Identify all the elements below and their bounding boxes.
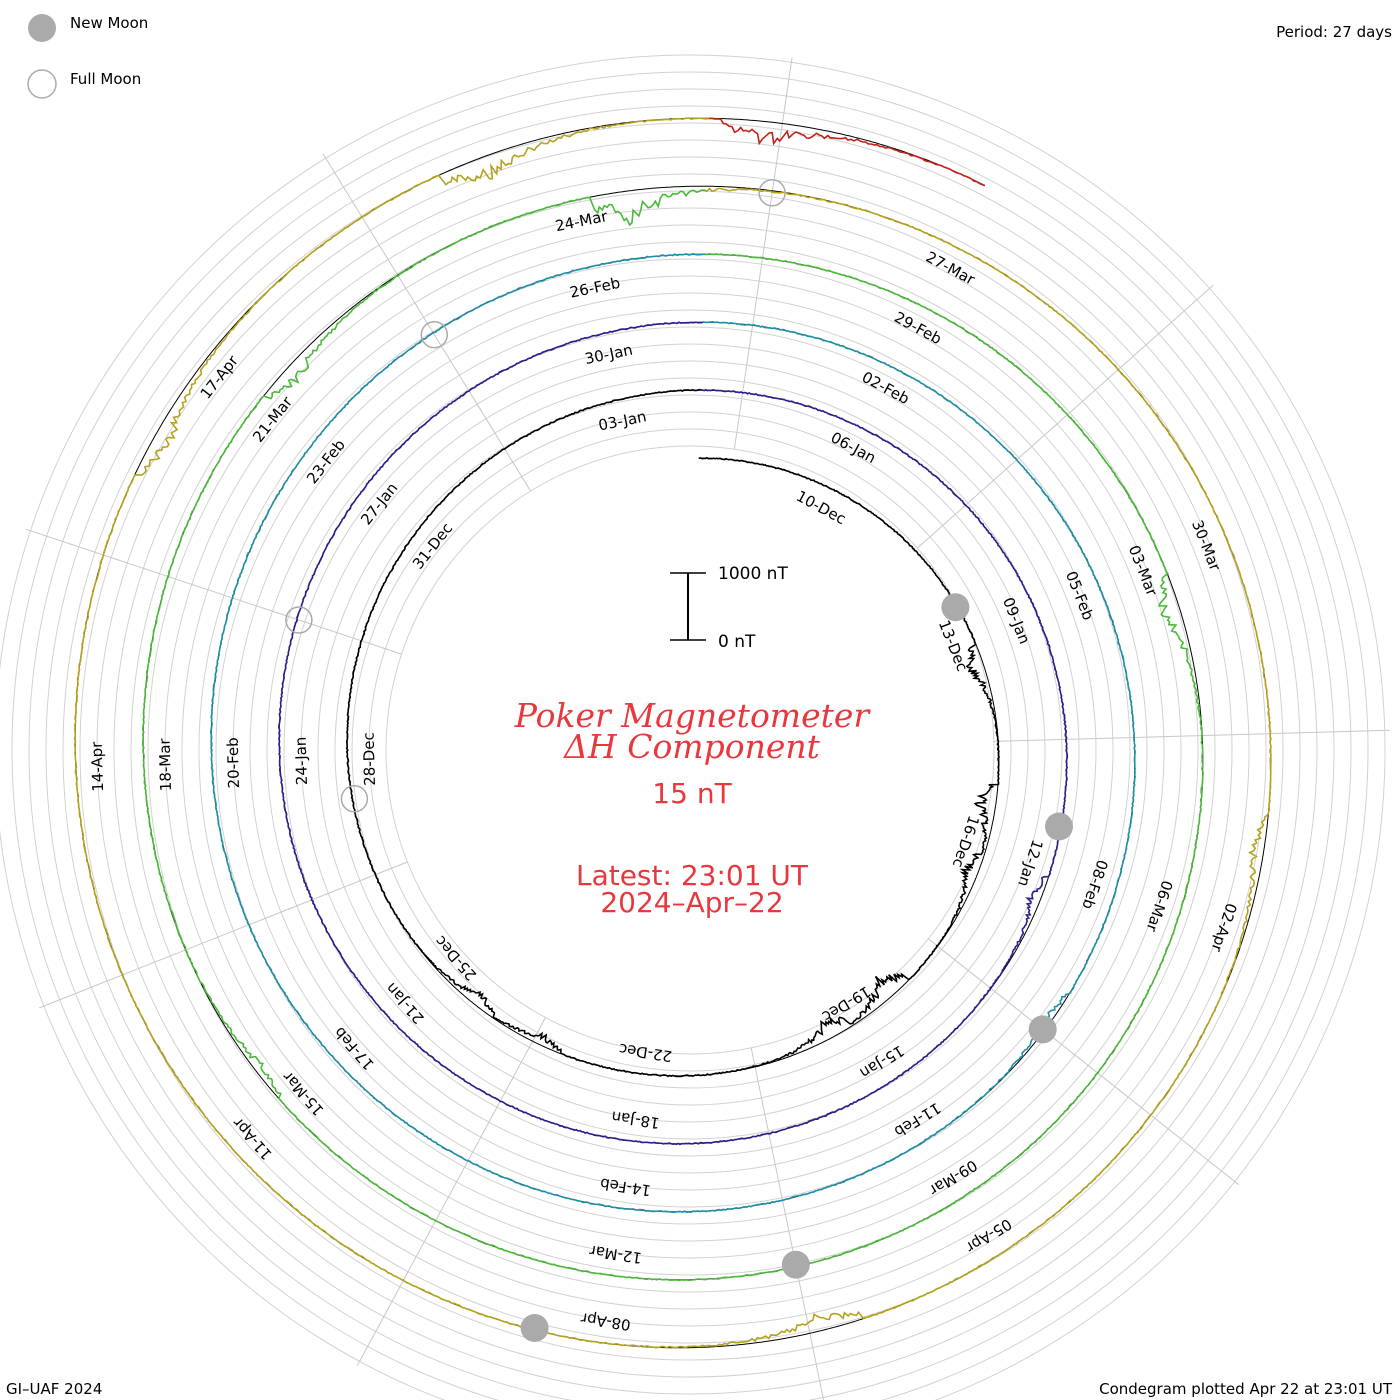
grid-ring bbox=[28, 88, 1352, 1400]
full-moon-legend-icon bbox=[27, 69, 57, 99]
date-label: 14-Feb bbox=[599, 1174, 652, 1199]
date-label: 30-Mar bbox=[1188, 518, 1224, 574]
grid-ring bbox=[181, 241, 1199, 1259]
grid-ring bbox=[266, 326, 1114, 1174]
grid-ring bbox=[215, 275, 1165, 1225]
full-moon-legend-label: Full Moon bbox=[70, 70, 141, 88]
grid-spoke bbox=[25, 528, 402, 655]
grid-ring bbox=[317, 377, 1063, 1123]
grid-ring bbox=[96, 156, 1284, 1344]
grid-spoke bbox=[356, 1017, 546, 1367]
grid-ring bbox=[283, 343, 1097, 1157]
date-label: 12-Mar bbox=[587, 1241, 643, 1267]
grid-ring bbox=[351, 411, 1029, 1089]
polar-grid bbox=[0, 54, 1390, 1400]
date-label: 14-Apr bbox=[88, 741, 107, 792]
grid-ring bbox=[232, 292, 1148, 1208]
grid-ring bbox=[198, 258, 1182, 1242]
date-label: 27-Jan bbox=[357, 479, 401, 528]
new-moon-marker bbox=[941, 593, 970, 622]
grid-ring bbox=[164, 224, 1216, 1276]
date-label: 09-Jan bbox=[999, 595, 1034, 647]
new-moon-marker bbox=[520, 1314, 549, 1342]
date-label: 17-Apr bbox=[197, 351, 243, 402]
grid-spoke bbox=[322, 153, 532, 492]
full-moon-marker bbox=[285, 606, 313, 634]
grid-ring bbox=[334, 394, 1046, 1106]
grid-spoke bbox=[993, 729, 1390, 742]
date-labels: 10-Dec13-Dec16-Dec19-Dec22-Dec25-Dec28-D… bbox=[88, 207, 1241, 1334]
trace-cycle-3 bbox=[141, 189, 1204, 1282]
grid-ring bbox=[368, 428, 1012, 1072]
full-moon-marker bbox=[758, 179, 786, 207]
grid-spoke bbox=[916, 284, 1214, 549]
footer-credit: GI–UAF 2024 bbox=[6, 1380, 102, 1398]
baseline-spiral-cycle-5 bbox=[709, 117, 986, 186]
date-label: 24-Jan bbox=[292, 736, 311, 785]
date-label: 08-Apr bbox=[579, 1309, 632, 1334]
trace-cycle-2 bbox=[209, 252, 1137, 1214]
trace-cycle-5 bbox=[709, 117, 986, 187]
period-label: Period: 27 days bbox=[1276, 23, 1392, 41]
date-label: 26-Feb bbox=[568, 274, 622, 302]
date-label: 18-Mar bbox=[156, 737, 175, 791]
latest-date-label: 2024–Apr–22 bbox=[600, 886, 783, 919]
full-moon-marker bbox=[420, 320, 449, 349]
grid-spoke bbox=[39, 861, 408, 1009]
date-label: 03-Jan bbox=[597, 407, 648, 434]
grid-ring bbox=[385, 445, 995, 1055]
date-label: 18-Jan bbox=[610, 1107, 661, 1132]
date-label: 05-Feb bbox=[1062, 569, 1098, 623]
new-moon-legend-label: New Moon bbox=[70, 14, 148, 32]
date-label: 13-Dec bbox=[935, 618, 971, 674]
date-label: 06-Mar bbox=[1142, 878, 1176, 935]
date-label: 30-Jan bbox=[583, 341, 634, 368]
grid-spoke bbox=[927, 938, 1240, 1186]
new-moon-legend-icon bbox=[28, 14, 56, 42]
scale-value-label: 15 nT bbox=[652, 777, 732, 810]
new-moon-marker bbox=[781, 1250, 810, 1279]
date-label: 02-Apr bbox=[1207, 901, 1240, 955]
grid-ring bbox=[0, 54, 1386, 1400]
grid-ring bbox=[147, 207, 1233, 1293]
date-label: 22-Dec bbox=[618, 1040, 674, 1066]
grid-ring bbox=[300, 360, 1080, 1140]
trace-cycle-4 bbox=[73, 117, 1272, 1349]
scale-bar-top-label: 1000 nT bbox=[718, 564, 788, 584]
grid-spoke bbox=[733, 57, 793, 450]
new-moon-marker bbox=[1028, 1015, 1057, 1044]
scale-bar-bottom-label: 0 nT bbox=[718, 632, 756, 652]
grid-ring bbox=[45, 105, 1335, 1395]
moon-markers bbox=[285, 179, 1073, 1342]
legend: New Moon Full Moon bbox=[27, 14, 148, 99]
center-title: Poker Magnetometer ΔH Component 15 nT La… bbox=[514, 696, 872, 919]
date-label: 21-Jan bbox=[382, 979, 428, 1027]
full-moon-marker bbox=[340, 785, 369, 813]
grid-ring bbox=[79, 139, 1301, 1361]
grid-spoke bbox=[750, 1047, 825, 1400]
grid-ring bbox=[113, 173, 1267, 1327]
date-label: 08-Feb bbox=[1078, 857, 1111, 911]
date-label: 03-Mar bbox=[1125, 543, 1161, 599]
date-label: 17-Feb bbox=[330, 1023, 377, 1073]
date-label: 28-Dec bbox=[360, 732, 379, 786]
footer-plotted: Condegram plotted Apr 22 at 23:01 UT bbox=[1099, 1380, 1393, 1398]
date-label: 23-Feb bbox=[303, 436, 349, 487]
scale-bar: 1000 nT 0 nT bbox=[670, 564, 788, 652]
grid-ring bbox=[62, 122, 1318, 1378]
latest-time-label: Latest: 23:01 UT bbox=[576, 859, 809, 892]
grid-ring bbox=[11, 71, 1369, 1400]
date-label: 11-Apr bbox=[229, 1113, 276, 1163]
date-label: 24-Mar bbox=[554, 207, 610, 235]
chart-title-line2: ΔH Component bbox=[562, 727, 821, 766]
chart-title-line1: Poker Magnetometer bbox=[514, 696, 872, 735]
trace-cycle-1 bbox=[277, 321, 1069, 1146]
date-label: 20-Feb bbox=[224, 737, 243, 789]
new-moon-marker bbox=[1045, 812, 1073, 841]
date-label: 16-Dec bbox=[949, 813, 983, 869]
grid-ring bbox=[249, 309, 1131, 1191]
